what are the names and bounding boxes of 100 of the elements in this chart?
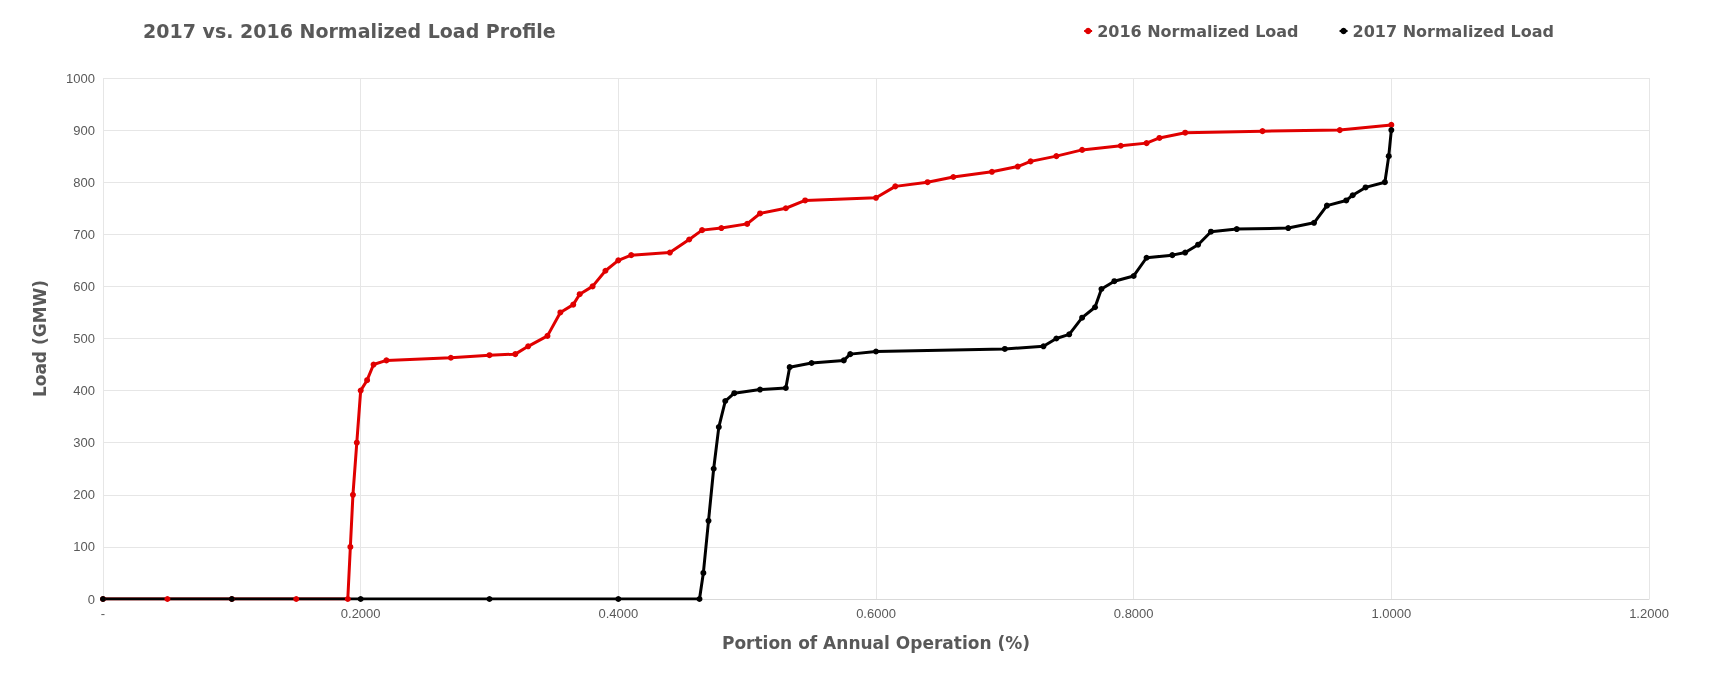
y-tick-label: 0 [87,591,95,607]
x-tick-label: 0.6000 [856,606,896,621]
x-tick-label: 1.0000 [1371,606,1412,621]
point [293,596,300,602]
point [602,267,609,274]
point [744,220,751,227]
point [1311,219,1318,226]
point [1143,254,1150,261]
y-tick-label: 300 [73,435,95,451]
point [615,596,622,602]
point [718,225,725,232]
y-tick-label: 500 [73,331,95,346]
chart-title: 2017 vs. 2016 Normalized Load Profile [143,19,556,42]
point [1385,153,1392,160]
point [1040,343,1047,350]
point [353,439,360,446]
x-tick-label: - [100,606,106,621]
point [615,257,622,264]
point [1182,249,1189,256]
point [1195,241,1202,248]
point [1323,202,1330,209]
point [1169,252,1176,259]
point [988,168,995,175]
point [873,348,879,355]
point [1130,272,1137,279]
point [557,309,564,316]
y-axis-title: Load (GMW) [29,279,50,398]
point [486,352,493,359]
x-tick-label: 1.2000 [1629,606,1669,621]
point [1143,140,1150,147]
point [808,359,815,366]
point [1233,226,1240,233]
point [1336,127,1343,134]
point [1343,197,1350,204]
point [1381,179,1388,186]
point [1182,129,1189,136]
point [757,386,764,393]
point [924,179,931,186]
point [1098,286,1105,292]
y-tick-label: 800 [73,174,95,190]
point [696,596,703,602]
point [1362,184,1369,191]
point [344,596,351,602]
x-tick-label: 0.4000 [598,606,639,621]
point [847,351,854,358]
point [1388,127,1395,134]
point [512,351,519,358]
point [1066,331,1073,338]
y-tick-label: 700 [73,226,95,242]
point [757,210,764,217]
legend-label: 2017 Normalized Load [1352,21,1554,41]
y-tick-label: 600 [73,278,95,294]
point [892,183,899,190]
point [570,301,577,308]
point [1079,146,1086,153]
y-tick-label: 400 [73,383,95,399]
point [699,227,706,234]
point [666,249,673,256]
point [873,194,879,201]
point [700,569,707,576]
point [544,332,551,339]
point [710,465,717,472]
point [589,283,596,290]
point [1001,345,1008,352]
point [1285,225,1292,232]
point [1027,158,1034,165]
point [722,398,729,405]
point [383,357,390,364]
point [349,491,356,498]
point [1117,142,1124,149]
legend-label: 2016 Normalized Load [1097,21,1299,41]
y-tick-label: 1000 [66,70,95,86]
point [370,361,377,368]
point [164,596,171,602]
point [1111,278,1118,285]
point [782,385,789,391]
point [715,424,722,431]
point [686,236,693,243]
point [731,390,738,397]
point [364,377,371,384]
point [1092,304,1099,311]
y-tick-label: 100 [73,539,95,555]
point [347,543,354,550]
point [1053,153,1060,160]
point [357,387,364,394]
x-tick-label: 0.2000 [340,606,381,621]
y-tick-label: 200 [73,487,95,503]
point [802,197,809,204]
point [486,596,493,602]
x-tick-label: 0.8000 [1113,606,1154,621]
point [705,517,712,524]
point [1349,192,1356,199]
x-axis-title: Portion of Annual Operation (%) [721,632,1031,653]
point [950,173,957,180]
point [357,596,364,602]
point [576,291,583,298]
point [525,343,532,350]
point [786,364,793,371]
point [840,357,847,364]
y-tick-label: 900 [73,122,95,138]
